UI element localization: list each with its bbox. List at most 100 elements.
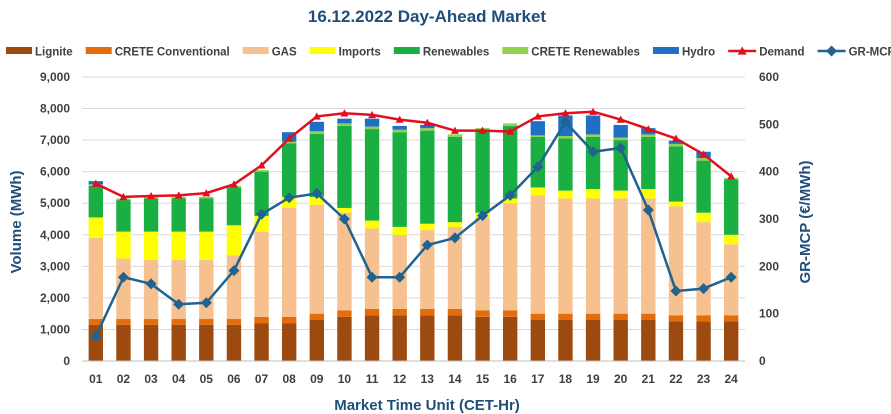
bar-crete-renewables [447,134,463,137]
y-tick-label: 2,000 [40,291,70,305]
legend-item-hydro: Hydro [652,47,715,59]
bar-imports [171,231,186,261]
point-gr-mcp [90,330,102,342]
legend-label: GAS [272,47,297,59]
bar-lignite [613,319,628,361]
x-tick-label: 09 [310,372,324,386]
point-demand [561,109,570,117]
point-demand [119,192,128,201]
bar-crete-renewables [503,123,518,126]
bar-gas [364,228,380,309]
x-tick-label: 01 [89,372,103,386]
x-tick-label: 06 [227,372,241,386]
bar-crete-conventional [364,308,380,316]
point-gr-mcp [477,210,489,222]
x-tick-label: 08 [283,372,297,386]
bar-gas [530,195,545,314]
point-gr-mcp [615,142,627,154]
bar-lignite [392,315,407,361]
bar-hydro [309,121,324,132]
bar-crete-conventional [392,308,407,316]
bar-gas [199,260,214,320]
bar-imports [88,217,103,238]
bar-imports [503,198,518,204]
legend-label: Hydro [682,47,715,59]
bar-gas [613,198,628,314]
bar-lignite [475,316,490,361]
bar-renewables [447,136,463,223]
point-gr-mcp [117,271,129,283]
point-gr-mcp [256,208,268,220]
bar-gas [696,222,711,316]
legend-swatch [309,47,336,54]
bar-gas [309,204,324,314]
bar-imports [613,190,628,199]
bar-renewables [613,140,628,191]
legend-item-imports: Imports [309,47,381,59]
legend-label: Lignite [35,47,73,59]
bar-crete-conventional [668,315,684,322]
legend-item-renewables: Renewables [393,47,489,59]
bar-imports [724,234,739,245]
point-demand [174,191,183,199]
bar-crete-renewables [282,141,297,144]
legend-item-crete-conventional: CRETE Conventional [85,47,230,59]
bar-gas [668,206,684,316]
bar-crete-conventional [420,308,435,316]
bar-lignite [282,323,297,361]
bar-crete-renewables [337,123,352,126]
bar-crete-renewables [530,135,545,137]
bar-hydro [613,124,628,138]
bar-hydro [420,124,435,129]
bar-crete-conventional [171,319,186,325]
y-tick-label: 1,000 [40,322,70,336]
x-tick-label: 15 [476,372,490,386]
bar-gas [282,207,297,317]
x-tick-label: 11 [366,372,379,386]
bar-renewables [116,200,131,232]
bar-gas [171,260,186,320]
y-tick-label: 7,000 [40,133,70,147]
line-gr-mcp [94,120,732,337]
y-tick-label: 3,000 [40,259,70,273]
point-gr-mcp [394,271,406,283]
axes: 0 1,000 2,000 3,000 4,000 5,000 6,000 7,000 8,00… [40,70,779,386]
point-gr-mcp [311,187,323,199]
bar-crete-renewables [668,143,684,147]
point-demand [727,172,736,180]
y2-tick-label: 200 [759,259,779,273]
bar-gas [226,255,242,320]
x-tick-label: 05 [200,372,214,386]
bar-renewables [364,129,380,221]
y2-tick-label: 100 [759,307,779,321]
bar-imports [309,196,324,205]
x-tick-label: 03 [144,372,158,386]
x-tick-label: 19 [586,372,600,386]
bar-imports [226,225,242,256]
bars [88,115,739,361]
x-tick-label: 23 [697,372,711,386]
x-tick-label: 17 [531,372,545,386]
bar-renewables [171,198,186,232]
bar-lignite [530,319,545,361]
bar-hydro [668,140,684,144]
point-gr-mcp [338,213,350,225]
x-tick-label: 02 [117,372,131,386]
bar-renewables [282,143,297,197]
legend-label: Imports [339,47,381,59]
legend-label: Renewables [423,47,489,59]
point-gr-mcp [587,146,599,158]
bar-gas [585,198,601,314]
bar-crete-conventional [558,313,573,320]
x-tick-label: 13 [421,372,435,386]
x-tick-label: 21 [642,372,656,386]
bar-lignite [116,324,131,361]
bar-gas [254,231,269,317]
line-demand [95,110,732,199]
point-demand [147,191,156,200]
point-gr-mcp [173,298,185,310]
y2-tick-label: 400 [759,165,779,179]
bar-lignite [420,315,435,361]
point-demand [257,161,266,169]
lines [90,107,737,342]
